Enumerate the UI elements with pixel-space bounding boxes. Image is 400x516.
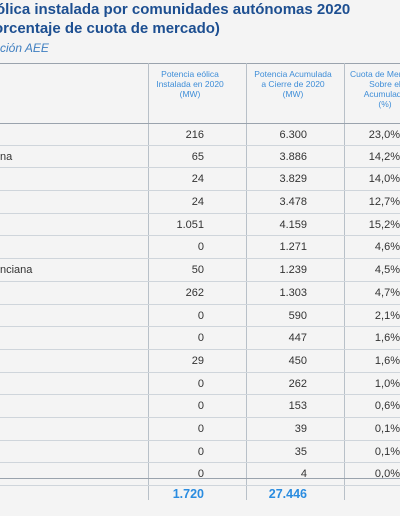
- share-value: 1,6%: [374, 332, 400, 345]
- total-row: 1.720 27.446: [0, 478, 400, 507]
- installed-value: 0: [197, 309, 204, 322]
- table-row: 1.051 4.159 15,2%: [0, 214, 400, 237]
- accumulated-value: 447: [288, 332, 307, 345]
- table-row: 24 3.478 12,7%: [0, 191, 400, 214]
- header-installed-2020: Potencia eólica Instalada en 2020 (MW): [150, 69, 230, 99]
- table-row: 29 450 1,6%: [0, 350, 400, 373]
- installed-value: 0: [197, 445, 204, 458]
- table-row: 0 262 1,0%: [0, 373, 400, 396]
- accumulated-value: 262: [288, 377, 307, 390]
- accumulated-value: 1.303: [279, 286, 307, 299]
- table-row: 0 35 0,1%: [0, 441, 400, 464]
- share-value: 14,2%: [368, 150, 400, 163]
- accumulated-value: 153: [288, 400, 307, 413]
- header-unit: (%): [378, 99, 392, 109]
- header-unit: (MW): [179, 89, 201, 99]
- table-row: 0 590 2,1%: [0, 305, 400, 328]
- region-name: na: [0, 150, 13, 163]
- total-accumulated: 27.446: [268, 487, 307, 501]
- table-row: 0 447 1,6%: [0, 327, 400, 350]
- installed-value: 29: [191, 354, 204, 367]
- installed-value: 0: [197, 422, 204, 435]
- accumulated-value: 4: [300, 468, 307, 481]
- installed-value: 0: [197, 400, 204, 413]
- share-value: 0,0%: [374, 468, 400, 481]
- table-row: 24 3.829 14,0%: [0, 168, 400, 192]
- table-top-divider: [0, 63, 400, 64]
- header-label: Potencia eólica Instalada en 2020: [156, 69, 224, 89]
- installed-value: 1.051: [176, 218, 204, 231]
- title-line-2: orcentaje de cuota de mercado): [0, 20, 220, 37]
- table-row: 0 4 0,0%: [0, 463, 400, 486]
- table-row: nciana 50 1.239 4,5%: [0, 259, 400, 282]
- accumulated-value: 3.829: [279, 173, 307, 186]
- table-row: na 65 3.886 14,2%: [0, 146, 400, 169]
- table-row: 262 1.303 4,7%: [0, 282, 400, 305]
- installed-value: 0: [197, 377, 204, 390]
- share-value: 0,1%: [374, 445, 400, 458]
- table-row: 0 153 0,6%: [0, 395, 400, 418]
- share-value: 1,6%: [374, 354, 400, 367]
- header-label: Cuota de Mercado Sobre el Acumulado: [350, 69, 400, 99]
- share-value: 0,6%: [374, 400, 400, 413]
- header-label: Potencia Acumulada a Cierre de 2020: [254, 69, 332, 89]
- share-value: 4,6%: [374, 241, 400, 254]
- table-row: 0 39 0,1%: [0, 418, 400, 441]
- header-market-share: Cuota de Mercado Sobre el Acumulado (%): [350, 69, 400, 109]
- accumulated-value: 1.271: [279, 241, 307, 254]
- table-row: 216 6.300 23,0%: [0, 123, 400, 146]
- accumulated-value: 590: [288, 309, 307, 322]
- accumulated-value: 3.886: [279, 150, 307, 163]
- installed-value: 0: [197, 332, 204, 345]
- source-note: ción AEE: [0, 41, 49, 55]
- region-name: nciana: [0, 264, 33, 277]
- table-body: 216 6.300 23,0% na 65 3.886 14,2% 24 3.829 14,0% 2…: [0, 123, 400, 486]
- share-value: 12,7%: [368, 196, 400, 209]
- installed-value: 0: [197, 468, 204, 481]
- column-headers: Potencia eólica Instalada en 2020 (MW) P…: [0, 69, 400, 119]
- accumulated-value: 39: [294, 422, 307, 435]
- installed-value: 65: [191, 150, 204, 163]
- share-value: 1,0%: [374, 377, 400, 390]
- installed-value: 50: [191, 264, 204, 277]
- table-row: 0 1.271 4,6%: [0, 236, 400, 260]
- accumulated-value: 450: [288, 354, 307, 367]
- accumulated-value: 3.478: [279, 196, 307, 209]
- installed-value: 216: [185, 129, 204, 141]
- share-value: 4,7%: [374, 286, 400, 299]
- accumulated-value: 35: [294, 445, 307, 458]
- accumulated-value: 4.159: [279, 218, 307, 231]
- installed-value: 262: [185, 286, 204, 299]
- share-value: 2,1%: [374, 309, 400, 322]
- accumulated-value: 6.300: [279, 129, 307, 141]
- installed-value: 0: [197, 241, 204, 254]
- share-value: 14,0%: [368, 173, 400, 186]
- title-line-1: ólica instalada por comunidades autónoma…: [0, 1, 351, 18]
- share-value: 4,5%: [374, 264, 400, 277]
- share-value: 23,0%: [368, 129, 400, 141]
- share-value: 15,2%: [368, 218, 400, 231]
- header-accumulated-2020: Potencia Acumulada a Cierre de 2020 (MW): [252, 69, 334, 99]
- header-unit: (MW): [282, 89, 304, 99]
- total-installed: 1.720: [172, 487, 204, 501]
- installed-value: 24: [191, 196, 204, 209]
- accumulated-value: 1.239: [279, 264, 307, 277]
- installed-value: 24: [191, 173, 204, 186]
- share-value: 0,1%: [374, 422, 400, 435]
